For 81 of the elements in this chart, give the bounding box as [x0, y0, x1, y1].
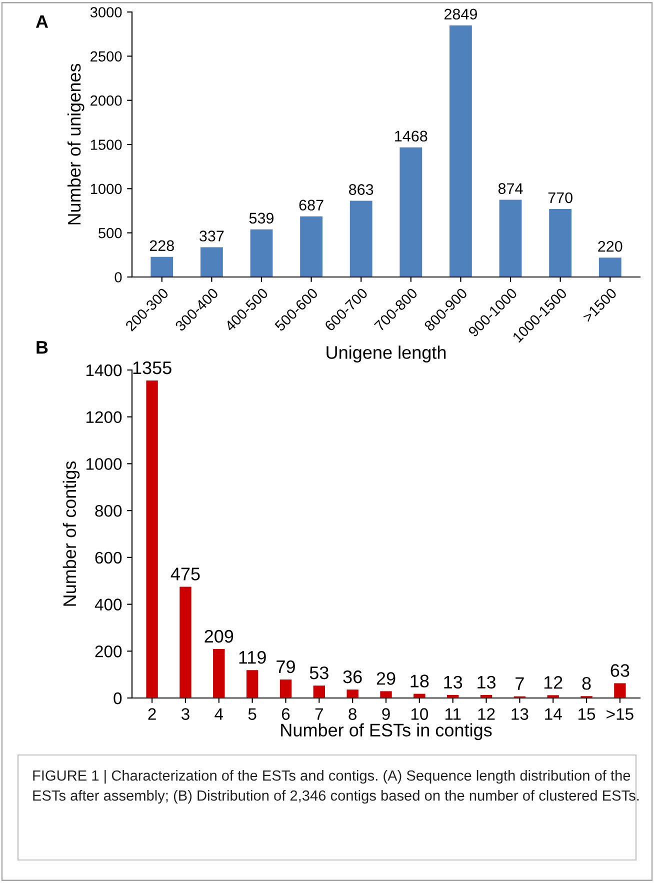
data-label: 8 — [582, 676, 591, 690]
bar — [313, 686, 326, 698]
data-label: 53 — [310, 666, 328, 680]
data-label: 863 — [349, 184, 374, 195]
y-tick-label: 400 — [94, 598, 122, 610]
data-label: 2849 — [444, 8, 477, 20]
x-tick-label: >15 — [606, 708, 634, 720]
y-tick-label: 200 — [95, 646, 122, 658]
x-tick-label: 11 — [445, 708, 461, 720]
y-tick-label: 1000 — [90, 184, 122, 194]
caption: FIGURE 1 | Characterization of the ESTs and contigs. (A) Sequence length distribution of the ESTs after assembly; (B) Distribution of 2,346 contigs based on the number of clustered ESTs. — [33, 770, 639, 804]
bar — [146, 380, 158, 698]
bar — [450, 25, 472, 277]
data-label: 687 — [299, 200, 324, 211]
bar — [213, 649, 225, 698]
x-tick-label: 6 — [282, 708, 290, 720]
y-axis-title: Number of unigenes — [67, 64, 84, 224]
bar — [549, 208, 572, 277]
x-tick-label: 15 — [578, 708, 596, 720]
y-tick-label: 0 — [114, 692, 122, 704]
y-tick-label: 0 — [114, 272, 122, 282]
x-tick-label: 2 — [148, 708, 156, 720]
data-label: 79 — [276, 660, 295, 674]
y-tick-label: 500 — [98, 228, 122, 238]
text: B — [36, 341, 48, 354]
bar — [350, 200, 372, 277]
x-tick-label: 7 — [315, 708, 323, 720]
x-tick-label: 10 — [411, 708, 428, 720]
bar — [380, 691, 392, 698]
y-tick-label: 2500 — [90, 51, 122, 62]
bar — [280, 679, 292, 698]
bar — [250, 229, 273, 277]
data-label: 13 — [478, 676, 496, 689]
data-label: 36 — [343, 670, 362, 684]
x-tick-label: 8 — [348, 708, 356, 720]
x-tick-label: 4 — [214, 708, 224, 720]
data-label: 337 — [200, 230, 224, 242]
data-label: 874 — [498, 183, 523, 194]
y-tick-label: 2000 — [90, 95, 122, 106]
data-label: 475 — [170, 568, 200, 580]
x-axis-title: Unigene length — [326, 346, 446, 362]
data-label: 119 — [239, 650, 266, 664]
bar — [246, 670, 258, 698]
data-label: 12 — [544, 676, 562, 689]
data-label: 228 — [150, 240, 174, 252]
x-tick-label: 12 — [478, 708, 495, 720]
y-tick-label: 1500 — [90, 140, 122, 150]
y-tick-label: 1000 — [86, 458, 122, 470]
y-tick-label: 600 — [95, 552, 122, 564]
data-label: 539 — [249, 212, 274, 224]
data-label: 220 — [598, 240, 622, 252]
x-tick-label: 13 — [512, 708, 528, 720]
data-label: 1355 — [133, 361, 172, 374]
x-tick-label: 14 — [545, 708, 562, 720]
data-label: 1468 — [395, 130, 428, 142]
x-tick-label: 9 — [382, 708, 390, 720]
data-label: 29 — [376, 672, 396, 685]
data-label: 770 — [548, 192, 572, 204]
bar — [598, 258, 622, 277]
data-label: 209 — [204, 630, 234, 643]
data-label: 63 — [610, 664, 630, 677]
bar — [614, 683, 626, 698]
bar — [300, 216, 322, 277]
x-axis-title: Number of ESTs in contigs — [281, 723, 492, 740]
y-tick-label: 1400 — [86, 364, 122, 376]
y-tick-label: 800 — [95, 504, 122, 517]
data-label: 7 — [516, 677, 524, 690]
bar — [150, 256, 174, 277]
data-label: 18 — [410, 674, 429, 688]
y-tick-label: 1200 — [86, 411, 122, 424]
bar — [180, 586, 192, 698]
bar — [200, 247, 223, 277]
y-axis-title: Number of contigs — [62, 461, 80, 606]
x-tick-label: 5 — [248, 708, 256, 720]
text: A — [36, 15, 48, 28]
x-tick-label: 3 — [181, 708, 190, 720]
bar — [346, 690, 358, 698]
data-label: 13 — [444, 676, 462, 689]
bar — [400, 147, 422, 277]
bar — [499, 200, 522, 277]
y-tick-label: 3000 — [90, 7, 122, 18]
